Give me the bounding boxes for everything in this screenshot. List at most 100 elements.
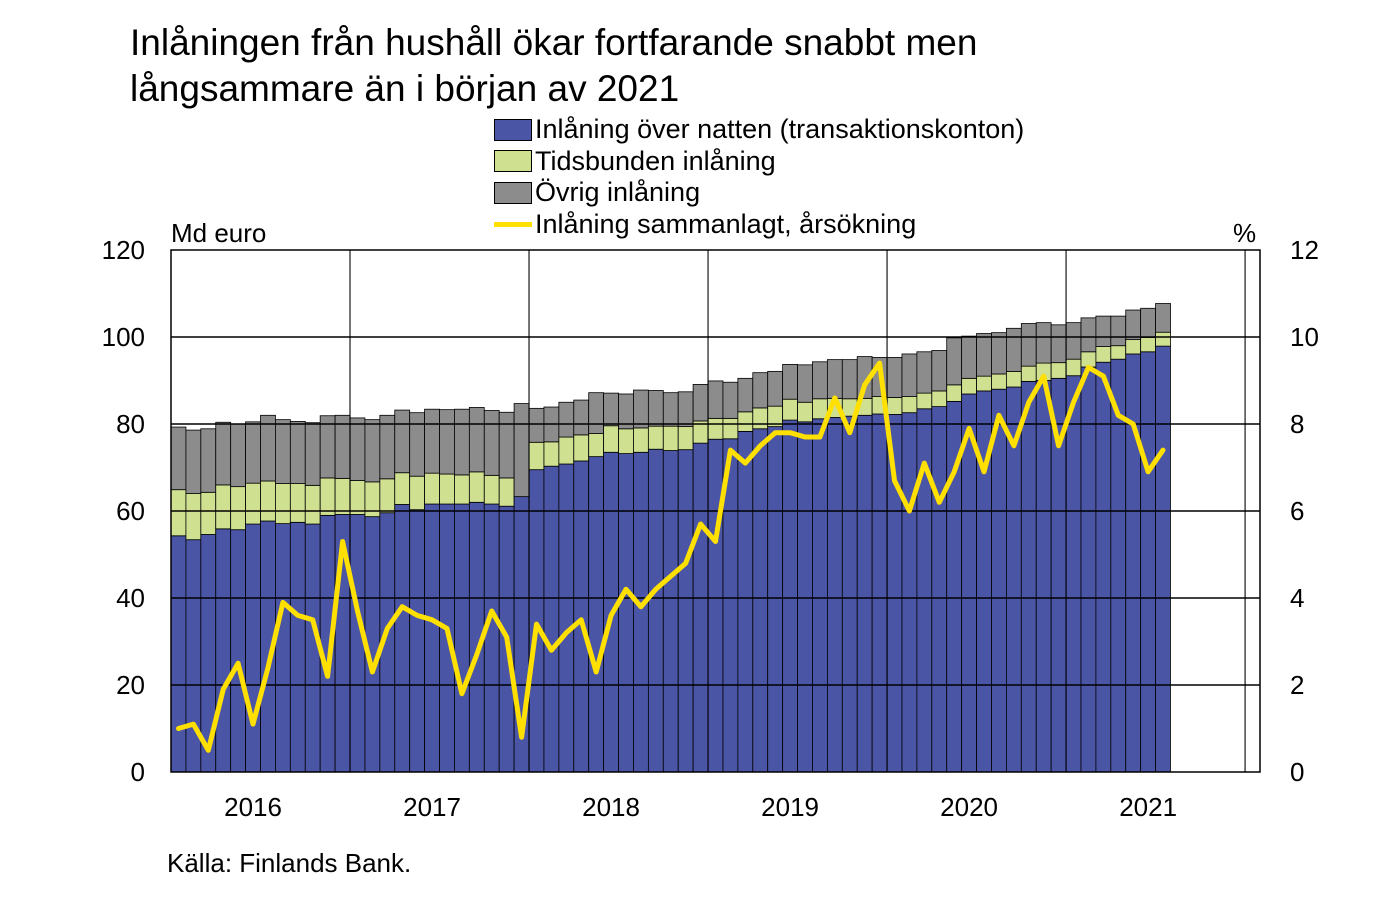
y-right-tick-label-4: 4 — [1290, 583, 1304, 613]
bar-other-2016-11 — [349, 417, 366, 481]
bar-fixed-term-2018-07 — [647, 425, 664, 450]
bar-overnight-2019-09 — [856, 414, 873, 773]
bar-fixed-term-2020-05 — [976, 375, 992, 392]
bar-other-2019-03 — [767, 370, 784, 407]
bar-fixed-term-2019-12 — [901, 396, 918, 414]
x-tick-label-2019: 2019 — [761, 792, 819, 822]
bar-other-2016-01 — [200, 428, 217, 493]
bar-overnight-2018-11 — [707, 438, 724, 773]
bar-fixed-term-2018-05 — [618, 428, 634, 454]
bar-fixed-term-2018-11 — [707, 417, 724, 440]
bar-overnight-2019-06 — [812, 418, 828, 773]
bar-other-2019-12 — [901, 353, 918, 397]
bar-fixed-term-2021-04 — [1140, 337, 1156, 353]
bar-other-2020-03 — [946, 337, 963, 386]
bar-other-2019-07 — [826, 359, 843, 399]
bar-other-2018-04 — [603, 392, 619, 427]
bar-overnight-2017-06 — [454, 503, 470, 773]
bar-other-2020-11 — [1065, 322, 1082, 360]
legend-swatch-growth — [494, 221, 532, 227]
bar-overnight-2021-05 — [1155, 345, 1171, 773]
bar-fixed-term-2017-04 — [424, 472, 440, 505]
bar-overnight-2015-11 — [170, 535, 187, 773]
bar-overnight-2017-08 — [483, 503, 500, 773]
bar-fixed-term-2020-10 — [1050, 362, 1067, 379]
bar-other-2018-09 — [677, 391, 694, 428]
bar-fixed-term-2017-12 — [543, 441, 560, 467]
bar-other-2018-01 — [558, 401, 575, 438]
bar-other-2016-12 — [364, 419, 381, 483]
bar-other-2017-10 — [513, 403, 530, 498]
bar-other-2020-05 — [976, 333, 992, 377]
y-right-tick-label-2: 2 — [1290, 670, 1304, 700]
bar-other-2019-11 — [886, 357, 903, 398]
bar-fixed-term-2016-11 — [349, 480, 366, 515]
bar-fixed-term-2020-07 — [1005, 370, 1022, 388]
bar-other-2016-07 — [289, 420, 306, 484]
bar-other-2018-12 — [722, 381, 739, 419]
bar-other-2020-12 — [1080, 317, 1097, 353]
bar-overnight-2016-11 — [349, 514, 366, 773]
bar-other-2020-10 — [1050, 324, 1067, 364]
bar-fixed-term-2015-12 — [185, 493, 202, 541]
bar-fixed-term-2018-04 — [603, 425, 619, 453]
legend-swatch-overnight — [494, 118, 532, 141]
y-left-tick-label-60: 60 — [116, 496, 145, 526]
bar-overnight-2020-06 — [991, 388, 1007, 773]
bar-other-2016-08 — [304, 422, 321, 486]
bar-other-2017-09 — [498, 411, 515, 479]
bar-overnight-2019-12 — [901, 412, 918, 773]
bar-fixed-term-2019-06 — [812, 398, 828, 420]
bar-overnight-2018-07 — [647, 448, 664, 773]
bar-other-2016-02 — [215, 421, 232, 486]
title-line-2: långsammare än i början av 2021 — [130, 68, 680, 109]
bar-other-2017-11 — [528, 407, 545, 443]
bar-fixed-term-2016-10 — [334, 477, 351, 515]
bar-fixed-term-2018-02 — [573, 434, 590, 462]
bar-fixed-term-2016-01 — [200, 491, 217, 535]
bar-fixed-term-2016-06 — [275, 483, 291, 525]
bar-other-2017-04 — [424, 408, 440, 474]
bar-other-2016-04 — [245, 421, 261, 484]
bar-fixed-term-2016-03 — [230, 486, 246, 531]
y-right-tick-label-6: 6 — [1290, 496, 1304, 526]
bar-other-2016-09 — [319, 415, 336, 479]
bar-fixed-term-2020-03 — [946, 384, 963, 402]
bar-other-2016-03 — [230, 423, 246, 488]
bar-fixed-term-2017-06 — [454, 474, 470, 505]
bar-other-2020-07 — [1005, 327, 1022, 372]
y-left-tick-label-0: 0 — [131, 757, 145, 787]
bar-other-2015-11 — [170, 426, 187, 491]
bar-other-2020-09 — [1035, 322, 1052, 364]
line-total-deposits-growth — [176, 360, 1166, 753]
bar-fixed-term-2020-08 — [1020, 365, 1037, 382]
bar-other-2017-06 — [454, 408, 470, 476]
bar-fixed-term-2019-04 — [782, 398, 798, 421]
legend-label-other: Övrig inlåning — [535, 177, 701, 207]
bar-fixed-term-2017-11 — [528, 441, 545, 471]
bar-fixed-term-2018-12 — [722, 417, 739, 440]
plot-frame — [170, 249, 1261, 773]
bar-other-2020-08 — [1020, 323, 1037, 367]
bar-other-2018-08 — [662, 392, 679, 427]
legend-item-other: Övrig inlåning — [494, 177, 1024, 209]
bar-fixed-term-2020-04 — [961, 377, 977, 395]
bar-fixed-term-2017-01 — [379, 478, 396, 514]
legend-label-overnight: Inlåning över natten (transaktionskonton… — [535, 114, 1025, 144]
bar-overnight-2017-12 — [543, 465, 560, 773]
legend-label-growth: Inlåning sammanlagt, årsökning — [535, 208, 917, 239]
bar-other-2017-08 — [483, 410, 500, 476]
bar-overnight-2018-10 — [692, 442, 709, 773]
bar-other-2019-04 — [782, 364, 798, 400]
bar-other-2018-07 — [647, 390, 664, 427]
bar-overnight-2018-08 — [662, 450, 679, 773]
bar-fixed-term-2019-11 — [886, 397, 903, 415]
bar-other-2018-06 — [633, 389, 649, 429]
legend-item-fixed-term: Tidsbunden inlåning — [494, 146, 1024, 178]
bar-overnight-2018-05 — [618, 453, 634, 773]
bar-other-2017-01 — [379, 414, 396, 480]
bar-other-2020-06 — [991, 332, 1007, 375]
chart-legend: Inlåning över natten (transaktionskonton… — [494, 114, 1024, 240]
bar-overnight-2016-04 — [245, 523, 261, 773]
